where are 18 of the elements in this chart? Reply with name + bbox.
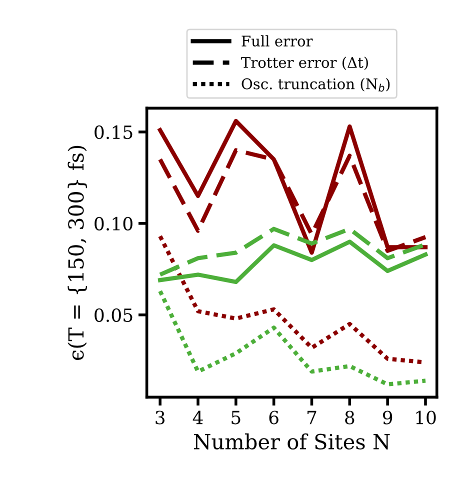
y-axis-title: ϵ(T = {150, 300} fs) — [68, 146, 87, 360]
line-series — [158, 118, 428, 255]
x-tick-label: 9 — [382, 410, 392, 424]
x-tick-label: 7 — [308, 410, 316, 424]
x-tick-label: 8 — [345, 410, 354, 424]
x-tick-label: 3 — [156, 410, 164, 424]
text: Trotter error (Δt) — [241, 56, 368, 70]
y-tick-label: 0.15 — [94, 125, 132, 140]
x-tick-label: 5 — [232, 410, 240, 424]
text: Osc. truncation (N$_{b}$) — [242, 78, 390, 92]
x-axis-title: Number of Sites N — [194, 433, 390, 450]
x-tick-label: 10 — [416, 410, 436, 424]
x-tick-label: 6 — [269, 410, 278, 424]
x-tick-label: 4 — [192, 410, 203, 424]
line-series — [158, 289, 428, 386]
text: Full error — [242, 35, 313, 47]
y-tick-label: 0.05 — [94, 308, 132, 322]
y-tick-label: 0.10 — [94, 216, 132, 231]
